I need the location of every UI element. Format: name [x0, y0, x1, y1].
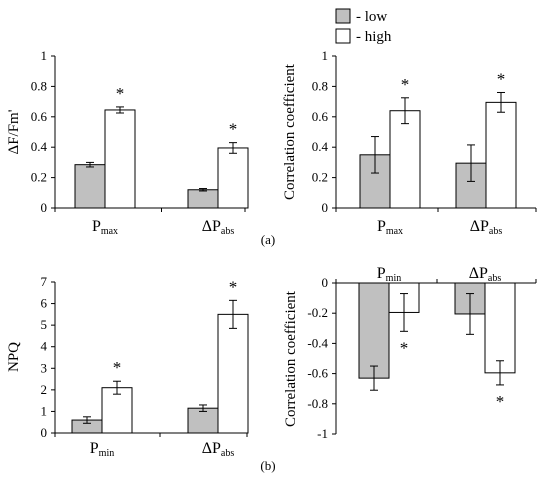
significance-star: *: [400, 338, 409, 357]
y-tick-label: 0: [41, 425, 48, 440]
y-tick-label: -1: [317, 426, 328, 441]
y-tick-label: 0.2: [312, 170, 328, 185]
bar-high: [485, 101, 517, 209]
legend-swatch-high: [335, 28, 351, 44]
y-tick-label: 0.2: [31, 170, 47, 185]
y-axis-label: ΔF/Fm': [6, 109, 22, 154]
significance-star: *: [497, 69, 506, 88]
significance-star: *: [496, 392, 505, 411]
significance-star: *: [116, 84, 125, 103]
bar-low: [187, 189, 219, 209]
y-tick-label: 0.8: [31, 78, 47, 93]
y-tick-label: 1: [41, 403, 48, 418]
x-tick-label: Pmax: [92, 218, 118, 237]
y-tick-label: -0.2: [307, 305, 328, 320]
x-tick-label: ΔPabs: [469, 265, 502, 284]
y-tick-label: 7: [41, 274, 48, 289]
x-tick-label: ΔPabs: [470, 218, 503, 237]
chart-b-right: 0 -0.2 -0.4 -0.6 -0.8 -1 Correlation coefficie…: [283, 265, 537, 441]
y-tick-label: 0.6: [31, 109, 48, 124]
y-tick-label: 0: [41, 200, 48, 215]
significance-star: *: [401, 75, 410, 94]
chart-b-left: 0 1 2 3 4 5 6 7 NPQ * Pmin * ΔPabs: [6, 274, 249, 459]
y-tick-label: 1: [41, 48, 48, 63]
x-tick-label: ΔPabs: [202, 440, 235, 459]
y-tick-label: -0.6: [307, 366, 328, 381]
y-tick-label: 6: [41, 296, 48, 311]
y-tick-label: 0.6: [312, 109, 329, 124]
legend-swatch-low: [335, 8, 351, 24]
y-tick-label: 5: [41, 317, 48, 332]
y-tick-label: 0: [322, 200, 329, 215]
legend-label-low: - low: [356, 9, 387, 25]
significance-star: *: [229, 277, 238, 296]
bar-high: [104, 109, 136, 209]
y-tick-label: -0.4: [307, 335, 328, 350]
y-tick-label: 2: [41, 382, 48, 397]
panel-label-b: (b): [260, 458, 275, 473]
y-tick-label: 0.8: [312, 78, 328, 93]
x-tick-label: Pmax: [377, 218, 403, 237]
y-tick-label: 0: [322, 275, 329, 290]
y-tick-label: -0.8: [307, 396, 328, 411]
bar-high: [101, 387, 133, 434]
y-axis-label: NPQ: [6, 342, 22, 372]
x-tick-label: ΔPabs: [202, 218, 235, 237]
legend: - low - high: [335, 8, 392, 45]
x-tick-label: Pmin: [90, 440, 114, 459]
y-tick-label: 4: [41, 339, 48, 354]
bar-low: [74, 164, 106, 209]
y-axis-label: Correlation coefficient: [283, 290, 299, 427]
y-tick-label: 3: [41, 360, 48, 375]
significance-star: *: [229, 120, 238, 139]
bar-high: [389, 110, 421, 209]
bar-low: [187, 407, 219, 434]
bar-high: [484, 282, 516, 374]
y-tick-label: 0.4: [31, 139, 48, 154]
chart-a-left: 0 0.2 0.4 0.6 0.8 1 ΔF/Fm' * Pmax * ΔPabs: [6, 48, 249, 237]
y-tick-label: 0.4: [312, 139, 329, 154]
bar-high: [217, 147, 249, 209]
bar-high: [217, 313, 249, 434]
panel-label-a: (a): [261, 232, 275, 247]
x-tick-label: Pmin: [377, 265, 401, 284]
significance-star: *: [113, 358, 122, 377]
legend-label-high: - high: [356, 29, 392, 45]
y-axis-label: Correlation coefficient: [282, 63, 298, 200]
chart-a-right: 0 0.2 0.4 0.6 0.8 1 Correlation coefficient * Pm…: [282, 48, 537, 237]
y-tick-label: 1: [322, 48, 329, 63]
bar-low: [358, 282, 390, 379]
